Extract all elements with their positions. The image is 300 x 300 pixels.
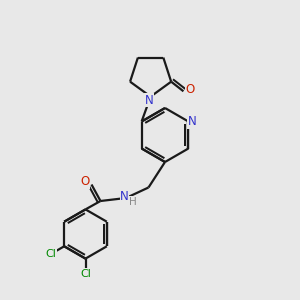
Text: O: O	[80, 175, 89, 188]
Text: H: H	[129, 196, 136, 207]
Text: Cl: Cl	[80, 268, 91, 279]
Text: N: N	[145, 94, 154, 107]
Text: N: N	[188, 115, 196, 128]
Text: N: N	[120, 190, 129, 203]
Text: Cl: Cl	[46, 249, 57, 259]
Text: O: O	[185, 83, 195, 96]
